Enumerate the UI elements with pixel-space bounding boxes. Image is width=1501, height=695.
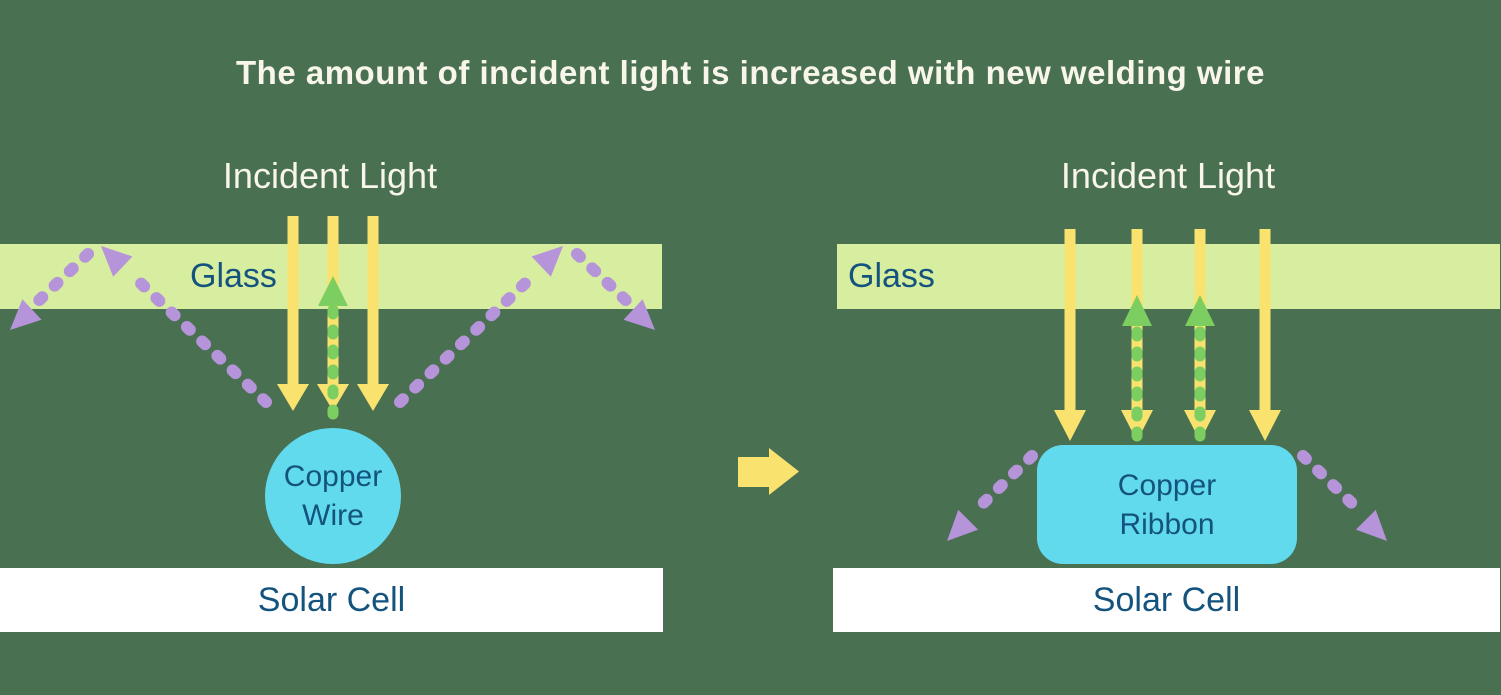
glass-label-right: Glass <box>848 257 935 295</box>
solar-cell-bar-left: Solar Cell <box>0 568 663 632</box>
copper-ribbon-label-line1: Copper <box>1117 468 1217 502</box>
copper-ribbon-shape: Copper Ribbon <box>1037 445 1297 564</box>
transmitted-ray-up-icon <box>1122 295 1152 442</box>
copper-ribbon-label-line2: Ribbon <box>1119 507 1215 541</box>
transmitted-ray-up-icon <box>1185 295 1215 442</box>
glass-label-left: Glass <box>190 257 277 295</box>
glass-band-left: Glass <box>0 244 662 309</box>
glass-band-right: Glass <box>837 244 1500 309</box>
solar-cell-label-left: Solar Cell <box>257 580 406 619</box>
scattered-ray-ribbon-right-icon <box>1297 450 1387 541</box>
solar-cell-label-right: Solar Cell <box>1092 580 1241 619</box>
diagram-title: The amount of incident light is increase… <box>236 54 1265 91</box>
scattered-ray-ribbon-left-icon <box>947 450 1038 541</box>
incident-light-label-right: Incident Light <box>1060 155 1276 196</box>
transition-arrow-icon <box>738 448 799 495</box>
copper-wire-shape: Copper Wire <box>265 428 401 564</box>
solar-cell-bar-right: Solar Cell <box>833 568 1500 632</box>
incident-light-label-left: Incident Light <box>222 155 438 196</box>
copper-wire-label-line1: Copper <box>283 460 383 493</box>
copper-wire-label-line2: Wire <box>302 499 364 532</box>
